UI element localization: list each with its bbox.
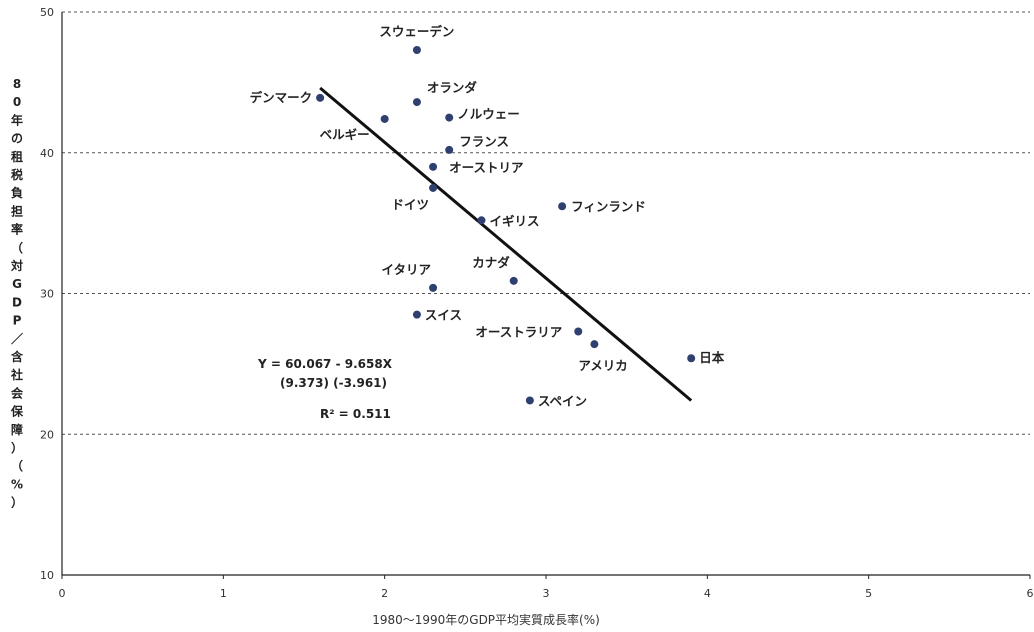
- y-tick-label-30: 30: [40, 288, 54, 301]
- y-axis-title-char-4: 租: [11, 150, 23, 164]
- trendline-layer: [319, 86, 693, 402]
- data-point-8: [477, 216, 486, 225]
- y-axis-title-char-11: G: [12, 277, 22, 291]
- y-axis-title-char-0: 8: [13, 77, 21, 91]
- point-label-15: 日本: [699, 350, 725, 365]
- point-label-9: フィンランド: [571, 199, 646, 214]
- y-axis-title-char-8: 率: [11, 222, 23, 237]
- data-point-15: [687, 354, 696, 363]
- x-tick-label-1: 1: [220, 587, 227, 600]
- y-axis-title-char-3: の: [11, 132, 23, 146]
- data-point-16: [525, 396, 534, 405]
- y-axis-title-char-1: 0: [13, 95, 21, 109]
- data-point-6: [429, 162, 438, 171]
- point-label-13: オーストラリア: [475, 325, 562, 340]
- data-point-13: [574, 327, 583, 336]
- point-label-10: カナダ: [472, 255, 510, 270]
- point-label-14: アメリカ: [578, 358, 627, 373]
- y-axis-title-char-23: ）: [11, 495, 23, 510]
- point-label-7: ドイツ: [392, 197, 430, 212]
- y-axis-title-char-13: P: [13, 314, 22, 328]
- data-point-11: [429, 283, 438, 292]
- point-label-1: デンマーク: [250, 90, 313, 105]
- point-label-16: スペイン: [538, 393, 587, 408]
- y-axis-title-char-5: 税: [11, 167, 23, 182]
- point-label-0: スウェーデン: [379, 24, 454, 39]
- data-point-2: [412, 98, 421, 107]
- y-axis-title-char-16: 社: [10, 367, 23, 382]
- x-tick-label-5: 5: [865, 587, 872, 600]
- data-point-4: [380, 114, 389, 123]
- point-label-11: イタリア: [382, 262, 432, 277]
- point-label-12: スイス: [425, 308, 462, 323]
- y-axis-title-char-7: 担: [11, 203, 23, 218]
- y-axis-title-char-10: 対: [10, 258, 23, 273]
- x-tick-label-2: 2: [381, 587, 388, 600]
- data-point-10: [509, 276, 518, 285]
- y-axis-title-char-19: 障: [11, 422, 23, 437]
- y-axis-title-char-22: %: [11, 477, 23, 491]
- x-tick-label-6: 6: [1027, 587, 1034, 600]
- y-axis-title-char-17: 会: [11, 385, 24, 400]
- grid-layer: [62, 11, 1030, 435]
- regression-r2: R² = 0.511: [320, 407, 391, 421]
- regression-equation: Y = 60.067 - 9.658X: [257, 357, 393, 371]
- point-label-5: フランス: [459, 134, 509, 149]
- x-axis-title: 1980～1990年のGDP平均実質成長率(%): [372, 612, 600, 627]
- x-tick-label-0: 0: [59, 587, 66, 600]
- points-layer: [316, 46, 696, 405]
- data-point-0: [412, 46, 421, 55]
- data-point-1: [316, 93, 325, 102]
- point-label-4: ベルギー: [320, 127, 370, 142]
- y-axis-title-char-9: （: [11, 240, 23, 255]
- y-tick-label-40: 40: [40, 147, 54, 160]
- y-tick-label-20: 20: [40, 428, 54, 441]
- regression-tvalues: (9.373) (-3.961): [280, 376, 387, 390]
- y-axis-title-char-18: 保: [10, 404, 24, 419]
- y-tick-label-10: 10: [40, 569, 54, 582]
- x-tick-label-3: 3: [543, 587, 550, 600]
- data-point-9: [558, 202, 567, 211]
- data-point-14: [590, 340, 599, 349]
- data-point-12: [412, 310, 421, 319]
- y-axis-title-char-14: ／: [11, 331, 23, 346]
- y-axis-title-char-12: D: [12, 295, 22, 309]
- regression-line: [319, 86, 693, 402]
- axes-layer: 10 20 30 40 50 0 1 2 3 4 5 6: [40, 6, 1034, 600]
- y-axis-title-char-2: 年: [11, 112, 23, 127]
- data-point-5: [445, 145, 454, 154]
- y-axis-title-char-21: （: [11, 458, 23, 473]
- point-label-2: オランダ: [427, 80, 478, 95]
- x-tick-label-4: 4: [704, 587, 711, 600]
- point-label-3: ノルウェー: [457, 107, 520, 122]
- data-point-7: [429, 183, 438, 192]
- y-tick-label-50: 50: [40, 6, 54, 19]
- point-label-6: オーストリア: [449, 160, 523, 175]
- point-label-8: イギリス: [489, 213, 539, 228]
- y-axis-title-char-6: 負: [11, 185, 23, 200]
- y-axis-title-char-20: ）: [11, 440, 23, 455]
- y-axis-title-char-15: 含: [11, 349, 24, 364]
- annotation-layer: Y = 60.067 - 9.658X (9.373) (-3.961) R² …: [257, 357, 393, 421]
- data-point-3: [445, 113, 454, 122]
